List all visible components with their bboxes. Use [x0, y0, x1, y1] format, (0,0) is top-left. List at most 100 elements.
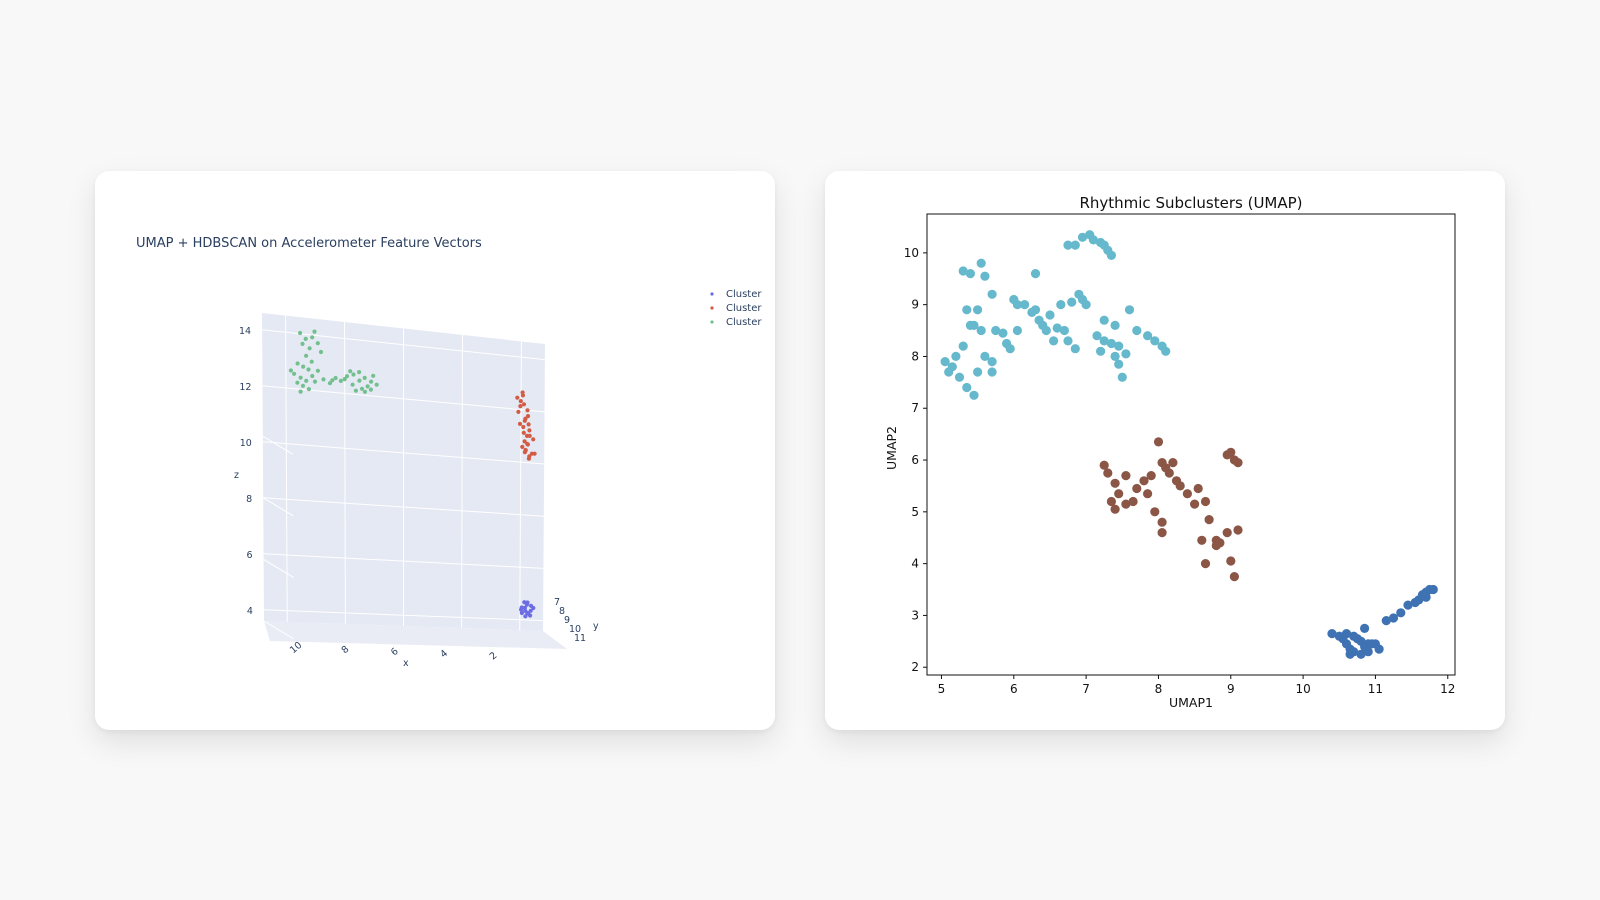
data-point[interactable] — [526, 422, 531, 427]
data-point — [1421, 592, 1431, 602]
data-point[interactable] — [519, 610, 524, 616]
data-point[interactable] — [321, 377, 326, 382]
data-point[interactable] — [350, 382, 355, 387]
data-point — [1114, 341, 1124, 351]
data-point[interactable] — [516, 409, 521, 414]
data-point[interactable] — [374, 382, 379, 387]
data-point — [1041, 325, 1051, 336]
data-point — [1157, 528, 1167, 538]
data-point[interactable] — [298, 375, 303, 380]
data-point[interactable] — [525, 408, 530, 413]
data-point[interactable] — [357, 378, 362, 383]
data-point[interactable] — [338, 378, 343, 383]
data-point[interactable] — [312, 379, 318, 384]
data-point[interactable] — [522, 418, 527, 423]
data-point[interactable] — [304, 378, 309, 383]
data-point[interactable] — [523, 608, 528, 613]
data-point[interactable] — [300, 383, 306, 388]
data-point[interactable] — [531, 605, 536, 611]
data-point[interactable] — [522, 450, 527, 455]
data-point[interactable] — [521, 424, 526, 430]
data-point[interactable] — [520, 390, 525, 395]
data-point[interactable] — [362, 389, 368, 394]
data-point[interactable] — [519, 605, 524, 610]
data-point[interactable] — [353, 388, 358, 393]
data-point[interactable] — [515, 395, 520, 400]
data-point[interactable] — [295, 380, 300, 385]
data-point[interactable] — [303, 336, 308, 341]
data-point[interactable] — [304, 353, 309, 358]
data-point[interactable] — [365, 384, 370, 389]
data-point[interactable] — [371, 373, 376, 378]
data-point[interactable] — [351, 372, 356, 377]
x-tick-label: 5 — [938, 682, 946, 696]
data-point[interactable] — [333, 375, 338, 381]
data-point[interactable] — [527, 428, 532, 433]
data-point[interactable] — [344, 374, 350, 379]
data-point[interactable] — [521, 402, 527, 407]
data-point[interactable] — [522, 439, 527, 444]
data-point[interactable] — [520, 444, 525, 449]
data-point — [1110, 351, 1120, 361]
data-point[interactable] — [526, 456, 531, 461]
data-point[interactable] — [527, 433, 532, 438]
data-point[interactable] — [528, 608, 533, 613]
data-point[interactable] — [531, 437, 536, 442]
x-axis-label: UMAP1 — [1169, 695, 1213, 710]
data-point[interactable] — [310, 373, 315, 379]
data-point[interactable] — [522, 600, 527, 605]
data-point[interactable] — [330, 378, 335, 383]
data-point[interactable] — [524, 602, 529, 607]
legend-entry[interactable]: Cluster — [726, 289, 762, 300]
data-point[interactable] — [300, 341, 305, 346]
data-point[interactable] — [307, 346, 312, 351]
grid-line-z — [263, 497, 544, 517]
data-point[interactable] — [518, 399, 523, 404]
data-point[interactable] — [362, 375, 367, 380]
x-tick-label: 10 — [1295, 682, 1310, 696]
data-point[interactable] — [306, 387, 311, 392]
data-point[interactable] — [521, 430, 526, 435]
data-point[interactable] — [327, 381, 333, 386]
grid-line-z — [263, 553, 544, 569]
data-point[interactable] — [301, 364, 306, 369]
umap-3d-scatter-chart[interactable]: UMAP + HDBSCAN on Accelerometer Feature … — [95, 171, 775, 730]
data-point[interactable] — [310, 335, 315, 340]
data-point[interactable] — [315, 341, 320, 346]
data-point[interactable] — [298, 389, 303, 394]
data-point[interactable] — [528, 613, 533, 618]
data-point[interactable] — [517, 421, 523, 426]
data-point[interactable] — [318, 349, 324, 355]
data-point[interactable] — [359, 386, 365, 391]
data-point[interactable] — [525, 441, 530, 447]
data-point[interactable] — [312, 329, 317, 334]
data-point[interactable] — [357, 370, 362, 375]
legend-entry[interactable]: Cluster — [726, 303, 762, 314]
data-point[interactable] — [298, 330, 303, 336]
data-point[interactable] — [518, 404, 523, 409]
data-point[interactable] — [532, 451, 537, 456]
data-point[interactable] — [523, 614, 528, 619]
grid-line-z — [262, 329, 545, 361]
data-point[interactable] — [309, 359, 314, 364]
data-point[interactable] — [306, 367, 311, 372]
data-point[interactable] — [525, 414, 531, 419]
data-point — [1153, 437, 1164, 447]
data-point[interactable] — [288, 368, 293, 373]
data-point — [1030, 269, 1041, 279]
data-point — [1005, 344, 1015, 354]
series-2 — [1099, 437, 1243, 582]
series-3 — [1327, 584, 1438, 659]
data-point[interactable] — [315, 368, 320, 373]
data-point[interactable] — [369, 379, 374, 384]
series-1 — [519, 600, 536, 619]
data-point — [1070, 240, 1080, 250]
legend-entry[interactable]: Cluster — [726, 317, 762, 328]
data-point[interactable] — [292, 371, 297, 376]
data-point[interactable] — [348, 369, 353, 374]
x-tick-label: 6 — [389, 646, 401, 658]
data-point[interactable] — [342, 377, 347, 382]
data-point[interactable] — [295, 361, 300, 366]
data-point[interactable] — [368, 387, 373, 392]
